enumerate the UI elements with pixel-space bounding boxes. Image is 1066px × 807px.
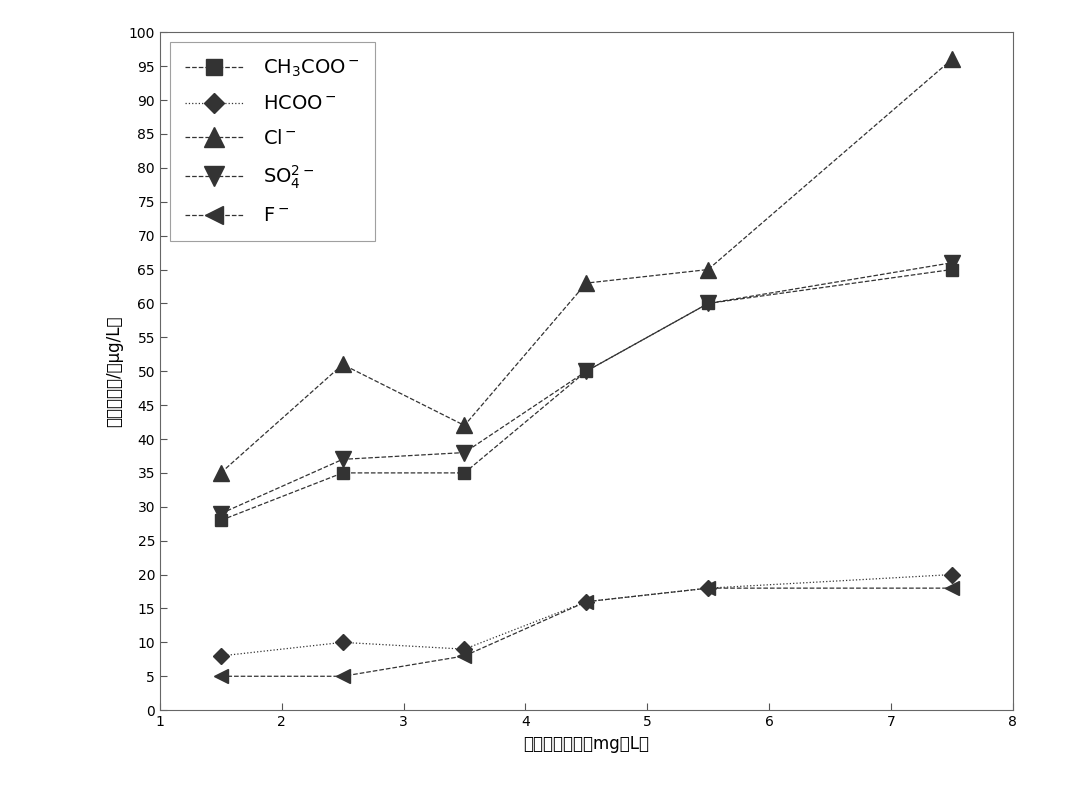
SO$_4^{2-}$ xyxy=(580,366,593,376)
Line: Cl$^-$: Cl$^-$ xyxy=(213,52,959,480)
SO$_4^{2-}$ xyxy=(458,448,471,458)
Cl$^-$ xyxy=(336,360,349,370)
HCOO$^-$ xyxy=(336,638,349,647)
CH$_3$COO$^-$ xyxy=(701,299,714,308)
Legend: CH$_3$COO$^-$, HCOO$^-$, Cl$^-$, SO$_4^{2-}$, F$^-$: CH$_3$COO$^-$, HCOO$^-$, Cl$^-$, SO$_4^{… xyxy=(169,42,375,241)
F$^-$ xyxy=(458,651,471,661)
Line: HCOO$^-$: HCOO$^-$ xyxy=(215,569,957,662)
SO$_4^{2-}$ xyxy=(214,508,227,518)
HCOO$^-$ xyxy=(458,644,471,654)
Y-axis label: 各离子浓度/（μg/L）: 各离子浓度/（μg/L） xyxy=(106,316,123,427)
Cl$^-$ xyxy=(946,55,958,65)
F$^-$ xyxy=(701,583,714,593)
CH$_3$COO$^-$ xyxy=(214,516,227,525)
Cl$^-$ xyxy=(701,265,714,274)
HCOO$^-$ xyxy=(946,570,958,579)
CH$_3$COO$^-$ xyxy=(336,468,349,478)
HCOO$^-$ xyxy=(701,583,714,593)
HCOO$^-$ xyxy=(580,597,593,607)
HCOO$^-$ xyxy=(214,651,227,661)
Cl$^-$ xyxy=(214,468,227,478)
Line: F$^-$: F$^-$ xyxy=(214,581,958,684)
Line: SO$_4^{2-}$: SO$_4^{2-}$ xyxy=(213,255,959,521)
CH$_3$COO$^-$ xyxy=(580,366,593,376)
X-axis label: 居标酸浓度／（mg／L）: 居标酸浓度／（mg／L） xyxy=(523,734,649,753)
CH$_3$COO$^-$ xyxy=(458,468,471,478)
Cl$^-$ xyxy=(458,420,471,430)
Line: CH$_3$COO$^-$: CH$_3$COO$^-$ xyxy=(214,263,958,527)
F$^-$ xyxy=(214,671,227,681)
SO$_4^{2-}$ xyxy=(701,299,714,308)
CH$_3$COO$^-$ xyxy=(946,265,958,274)
SO$_4^{2-}$ xyxy=(946,258,958,268)
Cl$^-$ xyxy=(580,278,593,288)
F$^-$ xyxy=(946,583,958,593)
F$^-$ xyxy=(580,597,593,607)
SO$_4^{2-}$ xyxy=(336,454,349,464)
F$^-$ xyxy=(336,671,349,681)
